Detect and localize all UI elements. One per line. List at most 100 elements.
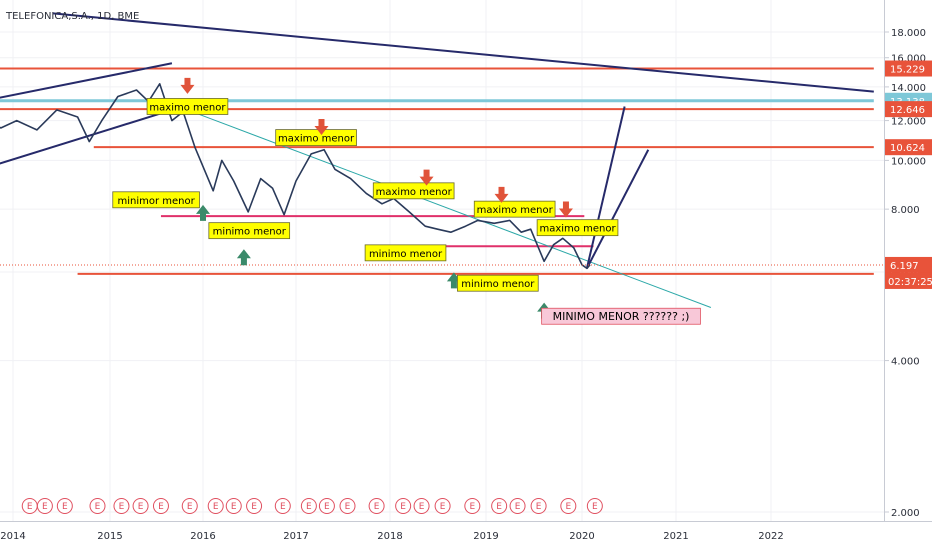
annotation: maximo menor: [275, 118, 357, 147]
price-tag-bg: [885, 60, 932, 77]
y-tick-label: 8.000: [891, 205, 920, 216]
price-tag-text: 10.624: [890, 143, 925, 154]
event-label: E: [374, 502, 380, 512]
time-axis[interactable]: 2014 2015 2016 2017 2018 2019 2020 2021 2022: [0, 531, 783, 542]
annotation-label: maximo menor: [278, 134, 355, 145]
annotation: maximo menor: [146, 77, 229, 115]
annotation-box: [275, 129, 357, 147]
event-circle: [491, 498, 508, 514]
event-circle: [339, 498, 356, 514]
event-circle: [434, 498, 451, 514]
arrow-down-icon: [558, 201, 573, 218]
event-label: E: [138, 502, 144, 512]
event-label: E: [280, 502, 286, 512]
event-marker: E: [246, 498, 263, 514]
event-marker: E: [560, 498, 577, 514]
arrow-up-icon: [236, 249, 251, 266]
trend-line-teal: [187, 109, 712, 308]
annotation: maximo menor: [536, 201, 619, 237]
price-tag-resistance: 15.229: [885, 60, 932, 77]
price-series: [0, 83, 884, 270]
x-tick-label: 2018: [377, 531, 402, 542]
annotation-label: maximo menor: [376, 187, 453, 198]
countdown-tag: 02:37:25: [885, 272, 932, 289]
chart-title: TELEFONICA,S.A., 1D, BME: [5, 11, 139, 22]
event-label: E: [469, 502, 475, 512]
event-label: E: [515, 502, 521, 512]
event-label: E: [158, 502, 164, 512]
event-label: E: [565, 502, 571, 512]
x-tick-label: 2022: [758, 531, 783, 542]
event-marker: E: [152, 498, 169, 514]
y-tick-label: 2.000: [891, 508, 920, 519]
event-circle: [413, 498, 430, 514]
event-circle: [225, 498, 242, 514]
event-circle: [89, 498, 106, 514]
event-label: E: [119, 502, 125, 512]
y-tick-label: 14.000: [891, 83, 926, 94]
event-marker: E: [113, 498, 130, 514]
annotation-label: minimo menor: [369, 249, 443, 260]
y-tick-label: 4.000: [891, 357, 920, 368]
event-marker: E: [181, 498, 198, 514]
annotation: minimor menor: [112, 191, 210, 221]
event-marker: E: [368, 498, 385, 514]
event-label: E: [213, 502, 219, 512]
annotation-box: [536, 219, 619, 237]
annotations: maximo menor maximo menor maximo menor maxi…: [112, 77, 701, 325]
event-label: E: [62, 502, 68, 512]
annotation-box: [112, 191, 200, 209]
event-marker: E: [132, 498, 149, 514]
event-marker: E: [413, 498, 430, 514]
annotation-box: [541, 307, 701, 325]
event-label: E: [306, 502, 312, 512]
trend-line-dark: [585, 106, 626, 269]
event-circle: [318, 498, 335, 514]
annotation-label: maximo menor: [539, 224, 616, 235]
y-tick-label: 18.000: [891, 28, 926, 39]
annotation: minimo menor: [208, 222, 291, 266]
event-label: E: [419, 502, 425, 512]
annotation-label: MINIMO MENOR ?????? ;): [553, 310, 690, 323]
event-marker: E: [36, 498, 53, 514]
event-marker: E: [530, 498, 547, 514]
event-marker: E: [21, 498, 38, 514]
event-circle: [207, 498, 224, 514]
price-tag-text: 15.229: [890, 65, 925, 76]
event-circle: [274, 498, 291, 514]
y-tick-label: 12.000: [891, 117, 926, 128]
event-circle: [36, 498, 53, 514]
x-tick-label: 2014: [0, 531, 25, 542]
annotation-box: [146, 98, 229, 115]
trend-line-dark: [585, 149, 650, 269]
price-tag-bg: [885, 256, 932, 273]
annotation-label: maximo menor: [149, 102, 226, 113]
y-tick-label: 16.000: [891, 54, 926, 65]
event-circle: [300, 498, 317, 514]
annotation-box: [372, 182, 455, 200]
event-circle: [464, 498, 481, 514]
event-circle: [560, 498, 577, 514]
arrow-down-icon: [419, 169, 434, 186]
x-tick-label: 2019: [473, 531, 498, 542]
grid: [0, 0, 884, 521]
annotation-label: minimo menor: [461, 279, 535, 290]
event-circle: [56, 498, 73, 514]
annotation: maximo menor: [372, 169, 455, 200]
event-circle: [368, 498, 385, 514]
x-tick-label: 2020: [569, 531, 594, 542]
event-circle: [181, 498, 198, 514]
trend-lines: [0, 12, 874, 308]
event-label: E: [95, 502, 101, 512]
event-marker: E: [434, 498, 451, 514]
event-label: E: [42, 502, 48, 512]
event-label: E: [324, 502, 330, 512]
countdown-text: 02:37:25: [888, 277, 932, 288]
annotation-label: maximo menor: [477, 205, 554, 216]
event-marker: E: [300, 498, 317, 514]
price-tag-resistance: 10.624: [885, 139, 932, 156]
arrow-down-icon: [180, 77, 195, 94]
event-marker: E: [339, 498, 356, 514]
price-tag-bg: [885, 139, 932, 156]
